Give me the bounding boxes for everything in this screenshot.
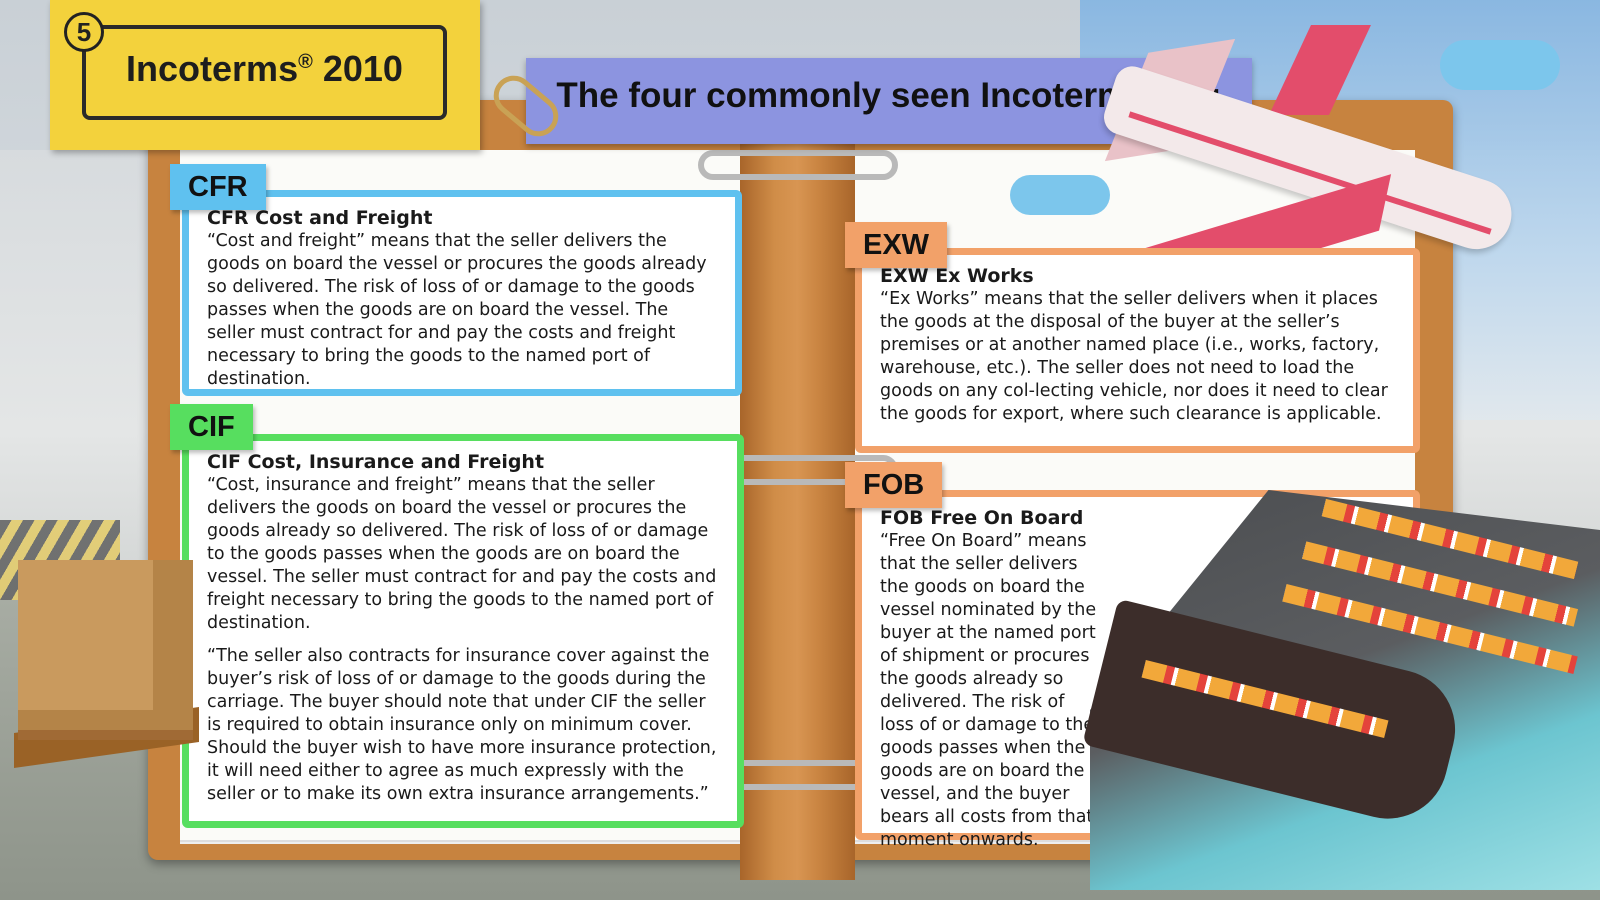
exw-heading: EXW Ex Works bbox=[880, 265, 1034, 287]
binder-ring bbox=[698, 150, 898, 180]
exw-body: “Ex Works” means that the seller deliver… bbox=[880, 289, 1388, 424]
fob-body: “Free On Board” means that the seller de… bbox=[880, 531, 1097, 850]
page-title: Incoterms® 2010 bbox=[82, 48, 447, 90]
title-text: Incoterms bbox=[126, 48, 299, 89]
title-year: 2010 bbox=[322, 48, 403, 89]
cif-tab: CIF bbox=[170, 404, 253, 450]
cif-body-2: “The seller also contracts for insurance… bbox=[207, 646, 717, 804]
title-frame bbox=[82, 25, 447, 120]
exw-card: EXW Ex Works “Ex Works” means that the s… bbox=[855, 248, 1420, 453]
fob-heading: FOB Free On Board bbox=[880, 507, 1084, 529]
registered-mark: ® bbox=[298, 51, 313, 73]
cfr-tab: CFR bbox=[170, 164, 266, 210]
fob-tab: FOB bbox=[845, 462, 943, 508]
cardboard-boxes-icon bbox=[18, 560, 193, 730]
cloud-icon bbox=[1010, 175, 1110, 215]
cfr-body: “Cost and freight” means that the seller… bbox=[207, 231, 707, 389]
cif-card: CIF Cost, Insurance and Freight “Cost, i… bbox=[182, 434, 744, 828]
cfr-heading: CFR Cost and Freight bbox=[207, 207, 433, 229]
cloud-icon bbox=[1440, 40, 1560, 90]
cif-heading: CIF Cost, Insurance and Freight bbox=[207, 451, 545, 473]
binder-spine bbox=[740, 140, 855, 880]
exw-tab: EXW bbox=[845, 222, 948, 268]
section-number: 5 bbox=[64, 12, 104, 52]
cfr-card: CFR Cost and Freight “Cost and freight” … bbox=[182, 190, 742, 396]
cif-body-1: “Cost, insurance and freight” means that… bbox=[207, 475, 717, 633]
